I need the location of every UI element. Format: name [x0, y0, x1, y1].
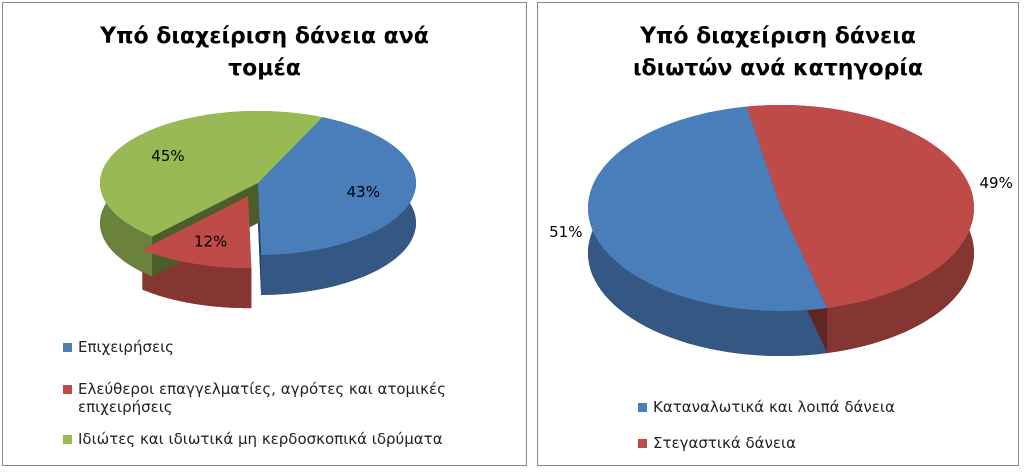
legend-swatch: [638, 403, 647, 412]
legend-item: Ιδιώτες και ιδιωτικά μη κερδοσκοπικά ιδρ…: [63, 430, 443, 448]
legend-swatch: [638, 439, 647, 448]
data-label: 45%: [151, 147, 184, 165]
pie-slice: [100, 111, 323, 237]
chart-panel: Υπό διαχείριση δάνεια ιδιωτών ανά κατηγο…: [537, 2, 1019, 466]
legend-label: Καταναλωτικά και λοιπά δάνεια: [653, 398, 895, 416]
data-label: 51%: [549, 223, 582, 241]
chart-title: Υπό διαχείριση δάνεια ανά τομέα: [100, 24, 429, 81]
chart-title: Υπό διαχείριση δάνεια ιδιωτών ανά κατηγο…: [632, 24, 924, 81]
legend-item: Καταναλωτικά και λοιπά δάνεια: [638, 398, 895, 416]
data-label: 49%: [980, 174, 1013, 192]
legend-label: Ελεύθεροι επαγγελματίες, αγρότες και ατο…: [78, 380, 446, 416]
data-label: 12%: [194, 232, 227, 250]
legend-item: Επιχειρήσεις: [63, 338, 174, 356]
legend-swatch: [63, 435, 72, 444]
legend-label: Στεγαστικά δάνεια: [653, 434, 797, 452]
pie-chart: 43% 12% 45%: [100, 111, 416, 309]
pie-slice: [588, 106, 828, 311]
legend-item: Στεγαστικά δάνεια: [638, 434, 796, 452]
pie-slice: [746, 105, 974, 308]
pie-slice: [142, 196, 252, 269]
chart-panel: Υπό διαχείριση δάνεια ανά τομέα 43% 12% 45…: [2, 2, 527, 466]
legend-swatch: [63, 385, 72, 394]
legend-label: Ιδιώτες και ιδιωτικά μη κερδοσκοπικά ιδρ…: [78, 430, 443, 448]
pie-chart: 51% 49%: [549, 105, 1013, 356]
pie-slice: [258, 117, 416, 255]
data-label: 43%: [347, 183, 380, 201]
legend-item: Ελεύθεροι επαγγελματίες, αγρότες και ατο…: [63, 380, 493, 416]
legend-swatch: [63, 343, 72, 352]
legend-label: Επιχειρήσεις: [78, 338, 174, 356]
